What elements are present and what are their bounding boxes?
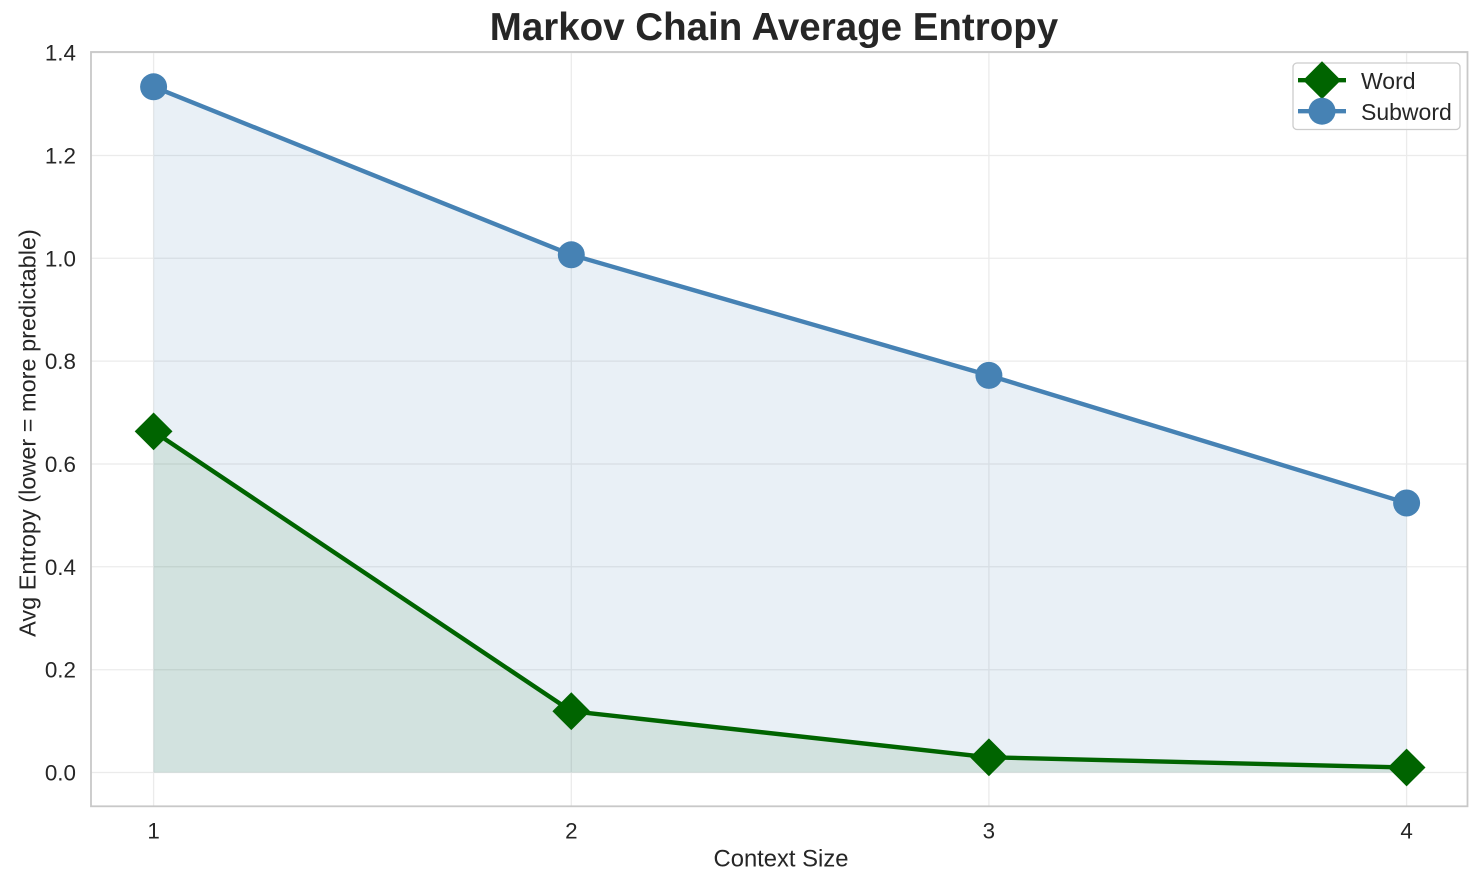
svg-text:Context Size: Context Size <box>714 846 849 873</box>
svg-text:0.0: 0.0 <box>45 761 76 786</box>
svg-text:1: 1 <box>147 819 159 844</box>
svg-text:1.0: 1.0 <box>45 246 76 271</box>
svg-text:3: 3 <box>983 819 995 844</box>
svg-text:0.2: 0.2 <box>45 658 76 683</box>
svg-text:Avg Entropy (lower = more pred: Avg Entropy (lower = more predictable) <box>15 229 41 637</box>
svg-text:4: 4 <box>1400 819 1412 844</box>
svg-text:2: 2 <box>565 819 577 844</box>
svg-text:Markov Chain Average Entropy: Markov Chain Average Entropy <box>490 6 1059 49</box>
svg-text:0.6: 0.6 <box>45 452 76 477</box>
svg-text:0.4: 0.4 <box>45 555 76 580</box>
svg-text:1.4: 1.4 <box>45 41 76 66</box>
svg-text:Word: Word <box>1361 68 1416 94</box>
svg-text:1.2: 1.2 <box>45 144 76 169</box>
svg-text:0.8: 0.8 <box>45 349 76 374</box>
svg-text:Subword: Subword <box>1361 99 1452 125</box>
